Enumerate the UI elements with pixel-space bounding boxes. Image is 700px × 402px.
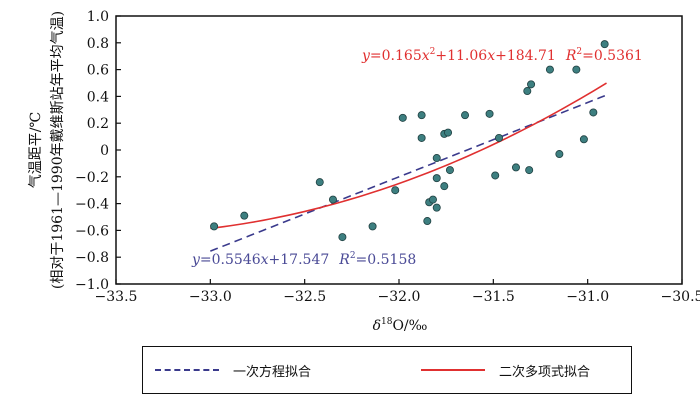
legend-label-quadratic: 二次多项式拟合	[499, 364, 591, 380]
data-point	[555, 150, 564, 159]
y-axis-ticks: 1.0 0.8 0.6 0.4 0.2 0 −0.2 −0.4 −0.6 −0.8 −1.0	[75, 9, 121, 293]
y-tick-label: 0.6	[87, 63, 109, 79]
x-tick-label: −33.5	[95, 289, 138, 305]
data-point	[417, 133, 426, 142]
x-tick-label: −31.5	[472, 289, 515, 305]
data-point	[417, 111, 426, 120]
linear-fit-line	[210, 94, 607, 252]
data-point	[461, 111, 470, 120]
data-point	[491, 171, 500, 180]
data-point	[525, 166, 534, 175]
x-tick-label: −32.0	[378, 289, 421, 305]
data-point	[545, 65, 554, 74]
data-point	[338, 233, 347, 242]
x-tick-label: −31.0	[566, 289, 609, 305]
legend-label-linear: 一次方程拟合	[233, 364, 312, 380]
data-point	[368, 222, 377, 231]
data-point	[391, 186, 400, 195]
legend-swatch-quadratic	[421, 369, 485, 371]
y-tick-label: −0.2	[75, 170, 109, 186]
data-point	[511, 163, 520, 172]
legend: 一次方程拟合 二次多项式拟合	[142, 346, 632, 394]
fit-lines	[210, 82, 607, 252]
data-point	[572, 65, 581, 74]
legend-item-linear: 一次方程拟合	[155, 347, 311, 393]
data-point	[315, 178, 324, 187]
y-tick-label: −0.6	[75, 223, 109, 239]
data-point	[485, 109, 494, 118]
legend-swatch-linear	[155, 369, 219, 371]
data-point	[527, 80, 536, 89]
data-point	[428, 195, 437, 204]
y-axis-subtitle: (相对于1961—1990年戴维斯站年平均气温)	[50, 11, 66, 289]
data-point	[444, 128, 453, 137]
x-axis-title: δ18O/‰	[373, 317, 428, 334]
y-tick-label: 0.4	[87, 89, 109, 105]
y-tick-label: 0.8	[87, 36, 109, 52]
linear-fit-equation: y=0.5546x+17.547 R2=0.5158	[191, 251, 416, 268]
y-tick-label: −0.4	[75, 197, 109, 213]
y-axis-title: 气温距平/℃	[28, 112, 44, 188]
x-tick-label: −33.0	[189, 289, 232, 305]
data-point	[328, 195, 337, 204]
data-point	[494, 133, 503, 142]
data-point	[523, 87, 532, 96]
y-tick-label: −0.8	[75, 250, 109, 266]
x-tick-label: −32.5	[283, 289, 326, 305]
x-tick-label: −30.5	[661, 289, 700, 305]
data-point	[210, 222, 219, 231]
data-point	[445, 166, 454, 175]
data-point	[423, 217, 432, 226]
legend-item-quadratic: 二次多项式拟合	[421, 347, 590, 393]
quadratic-fit-equation: y=0.165x2+11.06x+184.71 R2=0.5361	[361, 47, 643, 64]
data-point	[432, 174, 441, 183]
y-tick-label: 1.0	[87, 9, 109, 25]
quadratic-fit-line	[210, 82, 607, 230]
data-point	[398, 113, 407, 122]
y-tick-label: 0.2	[87, 116, 109, 132]
data-points	[210, 40, 609, 242]
data-point	[589, 108, 598, 117]
data-point	[579, 135, 588, 144]
data-point	[432, 154, 441, 163]
data-point	[600, 40, 609, 49]
data-point	[440, 182, 449, 191]
y-tick-label: −1.0	[75, 277, 109, 293]
y-tick-label: 0	[100, 143, 109, 159]
data-point	[240, 211, 249, 220]
x-axis-ticks: −33.5 −33.0 −32.5 −32.0 −31.5 −31.0 −30.5	[95, 279, 700, 305]
data-point	[432, 203, 441, 212]
